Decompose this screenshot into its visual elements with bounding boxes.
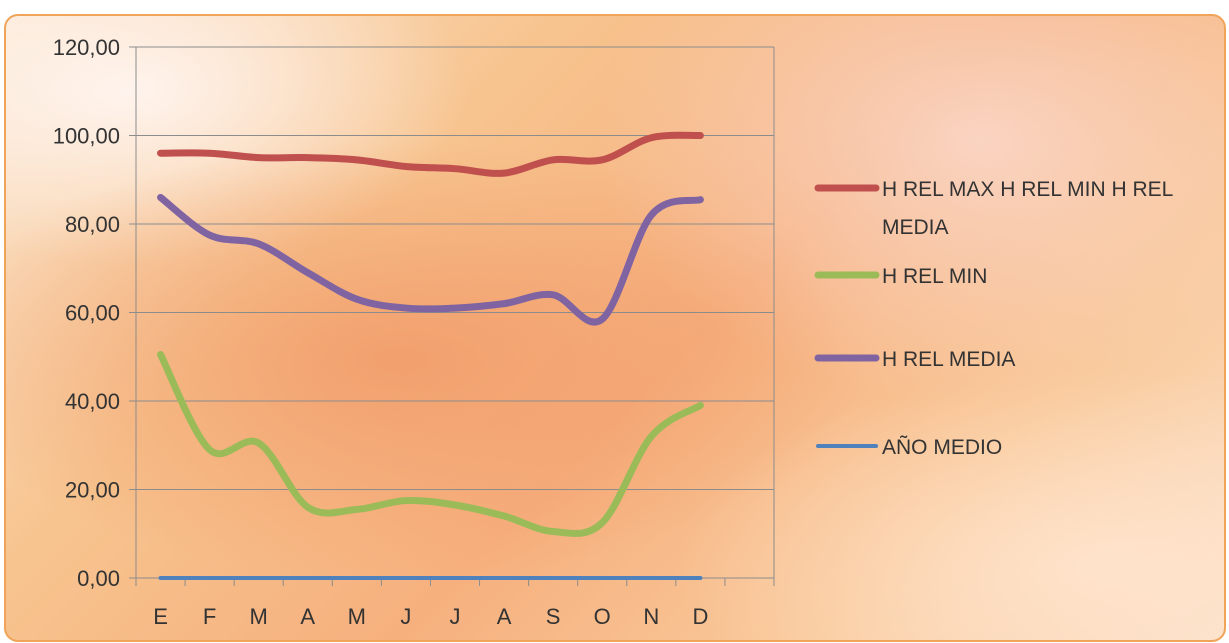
series-line-2 — [157, 351, 704, 537]
legend-label: H REL MEDIA — [882, 348, 1015, 371]
legend: H REL MAX H REL MIN H REL MEDIA H REL MIN H… — [814, 178, 1173, 459]
y-tick-label: 80,00 — [65, 212, 120, 237]
series-line-1 — [157, 131, 704, 177]
x-tick-label: M — [348, 604, 366, 629]
x-tick-label: M — [250, 604, 268, 629]
y-tick-label: 100,00 — [53, 124, 120, 149]
y-tick-label: 120,00 — [53, 35, 120, 60]
x-tick-label: S — [546, 604, 561, 629]
x-tick-label: J — [400, 604, 411, 629]
y-tick-label: 40,00 — [65, 389, 120, 414]
x-tick-label: J — [450, 604, 461, 629]
x-tick-label: D — [692, 604, 708, 629]
legend-label: AÑO MEDIO — [882, 435, 1002, 459]
legend-label: H REL MAX H REL MIN H REL MEDIA — [882, 178, 1173, 239]
x-tick-label: A — [497, 604, 512, 629]
axes: 0,00 20,00 40,00 60,00 80,00 100,00 120,00 E F M A… — [53, 35, 775, 629]
legend-label: H REL MIN — [882, 265, 987, 288]
series-line-3 — [157, 193, 704, 326]
series-lines — [157, 131, 704, 580]
x-tick-label: A — [300, 604, 315, 629]
y-tick-label: 60,00 — [65, 301, 120, 326]
x-tick-label: O — [594, 604, 611, 629]
x-tick-label: E — [153, 604, 168, 629]
y-tick-label: 0,00 — [77, 566, 120, 591]
x-tick-label: F — [203, 604, 216, 629]
y-tick-label: 20,00 — [65, 478, 120, 503]
x-tick-label: N — [643, 604, 659, 629]
chart-area — [4, 14, 1226, 642]
gridlines — [136, 46, 775, 579]
